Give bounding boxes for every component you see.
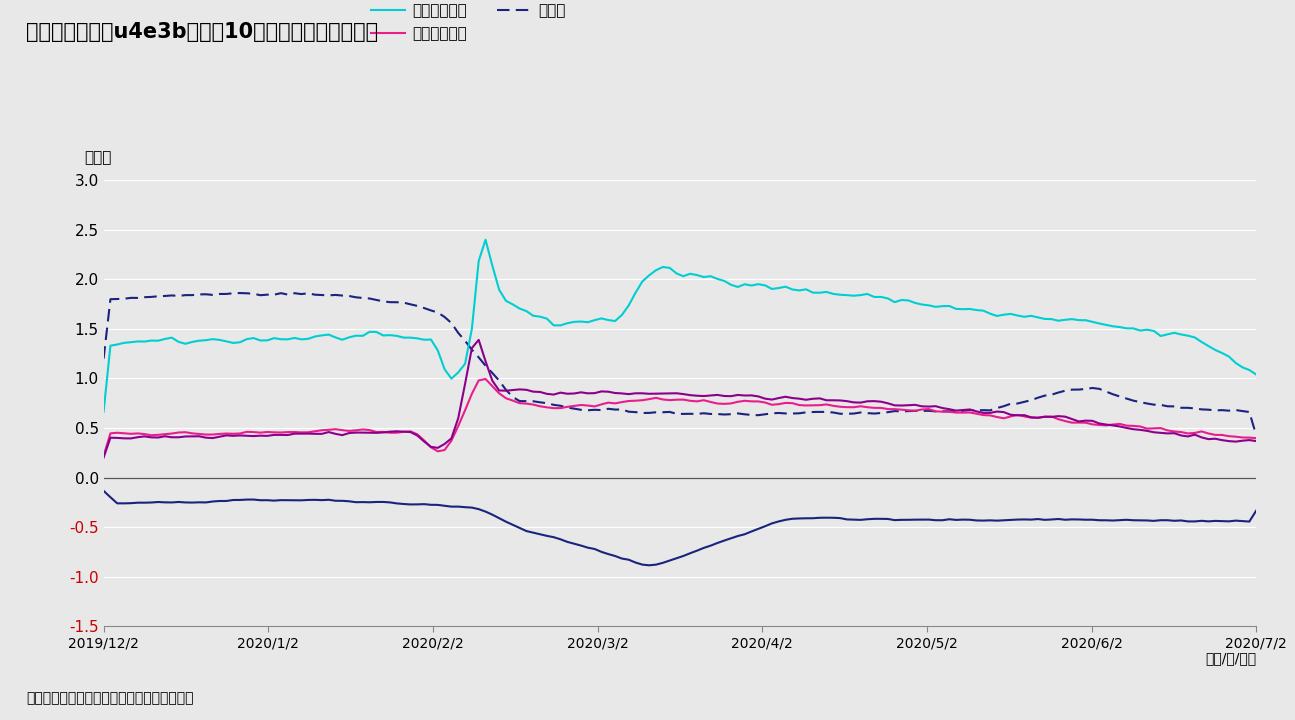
Legend: ドイツ国債, イタリア国債, スペイン国債, ポルトガル国債, 米国債: ドイツ国債, イタリア国債, スペイン国債, ポルトガル国債, 米国債 (365, 0, 609, 48)
Text: （％）: （％） (84, 150, 111, 166)
Text: （年/月/日）: （年/月/日） (1206, 652, 1256, 665)
Text: （出所）ブルームバーグよりインベスコ作成: （出所）ブルームバーグよりインベスコ作成 (26, 692, 193, 706)
Text: （図表２）欧州u4e3b要国の10年物国債利回りの推移: （図表２）欧州u4e3b要国の10年物国債利回りの推移 (26, 22, 378, 42)
